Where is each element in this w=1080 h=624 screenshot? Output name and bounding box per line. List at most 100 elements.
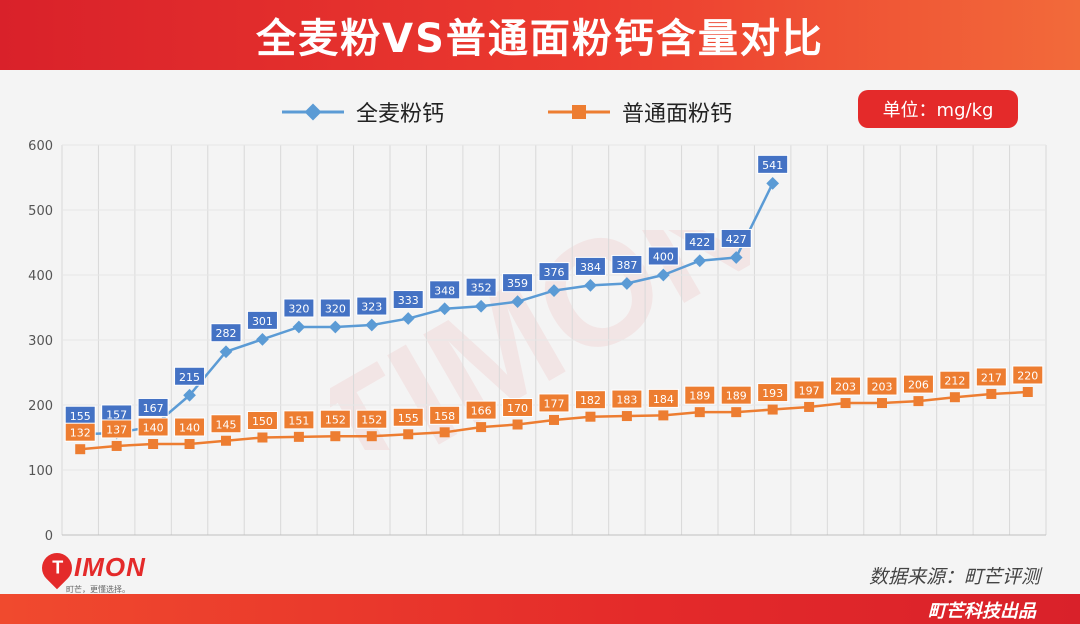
data-label-box — [210, 414, 242, 434]
data-label-box — [720, 385, 752, 405]
data-label-box — [902, 374, 934, 394]
data-point-regular — [767, 404, 778, 415]
data-point-regular — [694, 407, 705, 418]
data-label-box — [538, 262, 570, 282]
data-label-text: 282 — [216, 327, 237, 340]
data-point-whole-wheat — [474, 299, 488, 313]
data-label-whole-wheat: 333 — [392, 290, 424, 310]
series-line-whole-wheat — [80, 182, 774, 436]
data-label-box — [174, 417, 206, 437]
data-label-whole-wheat: 348 — [429, 280, 461, 300]
data-label-whole-wheat: 157 — [101, 404, 133, 424]
data-label-text: 177 — [544, 397, 565, 410]
legend-label-regular: 普通面粉钙 — [622, 102, 733, 127]
data-point-whole-wheat — [766, 176, 780, 190]
data-point-regular — [913, 396, 924, 407]
data-point-regular — [148, 439, 159, 449]
data-label-regular: 152 — [356, 409, 388, 429]
footer-text: 町芒科技出品 — [928, 601, 1036, 622]
data-label-text: 427 — [726, 233, 747, 246]
data-label-whole-wheat: 320 — [319, 298, 351, 318]
data-label-box — [866, 376, 898, 396]
data-label-whole-wheat: 320 — [283, 298, 315, 318]
data-label-regular: 155 — [392, 407, 424, 427]
data-label-regular: 182 — [574, 390, 606, 410]
data-label-regular: 184 — [647, 388, 679, 408]
data-point-whole-wheat — [219, 345, 233, 359]
data-label-whole-wheat: 422 — [684, 232, 716, 252]
y-tick-label: 200 — [28, 399, 53, 414]
data-label-text: 320 — [288, 303, 309, 316]
data-point-regular — [439, 427, 450, 438]
data-label-whole-wheat: 541 — [757, 154, 789, 174]
data-label-text: 384 — [580, 261, 601, 274]
data-label-regular: 177 — [538, 393, 570, 413]
logo-text: IMON — [74, 552, 146, 582]
y-tick-label: 500 — [28, 204, 53, 219]
data-label-regular: 203 — [830, 376, 862, 396]
data-source: 数据来源：町芒评测 — [868, 566, 1040, 588]
data-label-regular: 150 — [246, 411, 278, 430]
data-label-whole-wheat: 387 — [611, 254, 643, 274]
data-label-box — [392, 407, 424, 427]
data-label-text: 215 — [179, 371, 200, 384]
data-point-whole-wheat — [401, 312, 415, 325]
footer-bar: 町芒科技出品 — [0, 594, 1080, 624]
data-label-text: 348 — [434, 284, 455, 297]
data-label-text: 206 — [908, 379, 929, 392]
data-label-box — [319, 409, 351, 429]
data-label-box — [574, 390, 606, 410]
data-point-regular — [75, 444, 86, 455]
series-layer — [73, 176, 1033, 455]
data-point-regular — [330, 431, 341, 442]
data-label-box — [392, 290, 424, 310]
data-label-whole-wheat: 323 — [356, 296, 388, 316]
data-label-text: 203 — [835, 381, 856, 394]
data-label-box — [684, 232, 716, 252]
data-label-text: 151 — [288, 414, 309, 427]
data-label-box — [174, 366, 206, 386]
data-point-whole-wheat — [620, 277, 634, 290]
data-label-box — [64, 422, 96, 442]
data-label-regular: 158 — [429, 405, 461, 425]
data-label-box — [137, 397, 169, 417]
data-point-regular — [621, 411, 632, 422]
data-label-whole-wheat: 400 — [647, 246, 679, 266]
data-label-text: 155 — [70, 410, 91, 423]
data-label-regular: 140 — [174, 417, 206, 437]
data-label-text: 132 — [70, 427, 91, 440]
data-label-whole-wheat: 427 — [720, 228, 752, 248]
data-point-regular — [476, 422, 487, 433]
data-point-whole-wheat — [365, 318, 379, 332]
data-label-regular: 212 — [939, 370, 971, 390]
data-point-whole-wheat — [292, 320, 306, 334]
data-label-text: 217 — [981, 371, 1002, 384]
data-label-box — [283, 298, 315, 318]
data-label-regular: 151 — [283, 410, 315, 430]
data-point-whole-wheat — [656, 268, 670, 282]
chart-title: 全麦粉VS普通面粉钙含量对比 — [256, 16, 824, 62]
label-layer: 155 157 167 215 282 301 320 320 323 333 348 352 359 3… — [64, 154, 1044, 442]
timon-logo: T IMON 町芒，更懂选择。 — [35, 546, 146, 595]
data-label-regular: 166 — [465, 400, 497, 420]
data-label-regular: 137 — [101, 419, 133, 439]
data-point-regular — [184, 439, 195, 449]
title-bar: 全麦粉VS普通面粉钙含量对比 — [0, 0, 1080, 70]
data-label-box — [246, 310, 278, 330]
data-label-text: 166 — [471, 405, 492, 418]
data-label-regular: 193 — [757, 383, 789, 403]
data-label-text: 320 — [325, 303, 346, 316]
data-label-text: 400 — [653, 251, 674, 264]
legend-item-whole-wheat: 全麦粉钙 — [282, 96, 444, 128]
unit-badge: 单位：mg/kg — [858, 90, 1018, 128]
data-label-box — [465, 400, 497, 420]
data-label-box — [684, 385, 716, 405]
data-label-text: 193 — [762, 387, 783, 400]
data-point-regular — [512, 419, 523, 430]
data-label-box — [356, 296, 388, 316]
data-point-regular — [257, 432, 268, 443]
data-label-text: 333 — [398, 294, 419, 307]
data-label-text: 167 — [143, 402, 164, 415]
data-label-text: 137 — [106, 423, 127, 436]
data-point-regular — [403, 429, 414, 440]
